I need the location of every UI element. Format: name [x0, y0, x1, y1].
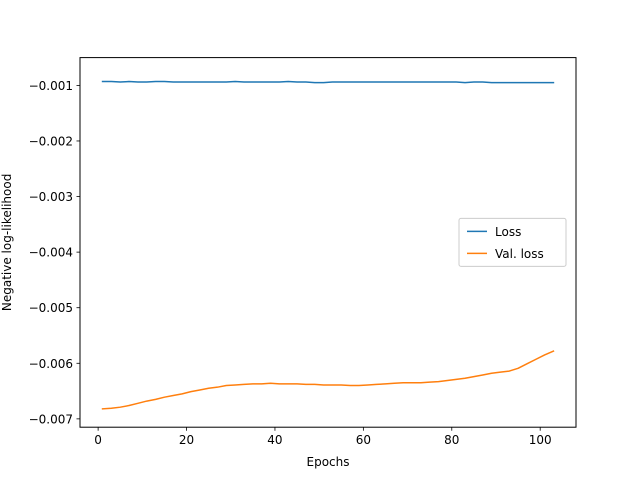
x-axis-label: Epochs	[307, 455, 350, 469]
legend-label-1: Val. loss	[495, 247, 544, 261]
y-tick-label: −0.003	[29, 190, 73, 204]
series-line-1	[101, 350, 555, 410]
legend: Loss Val. loss	[458, 217, 567, 267]
x-tick-label: 40	[267, 433, 282, 447]
series-layer	[101, 80, 555, 410]
legend-label-0: Loss	[495, 225, 521, 239]
legend-box	[458, 217, 567, 267]
x-tick-label: 60	[356, 433, 371, 447]
x-tick-label: 20	[179, 433, 194, 447]
y-tick-label: −0.004	[29, 246, 73, 260]
y-tick-label: −0.005	[29, 301, 73, 315]
x-tick-label: 100	[529, 433, 552, 447]
y-axis-label: Negative log-likelihood	[0, 174, 14, 311]
y-tick-label: −0.002	[29, 134, 73, 148]
y-tick-label: −0.001	[29, 79, 73, 93]
series-line-0	[101, 80, 555, 84]
y-tick-label: −0.007	[29, 412, 73, 426]
x-tick-label: 0	[94, 433, 102, 447]
y-tick-label: −0.006	[29, 357, 73, 371]
y-axis-ticks: −0.001 −0.002 −0.003 −0.004 −0.005 −0.006 −0.0…	[29, 79, 80, 426]
x-axis-ticks: 0 20 40 60 80 100	[94, 427, 552, 447]
plot-frame	[79, 57, 577, 428]
x-tick-label: 80	[444, 433, 459, 447]
